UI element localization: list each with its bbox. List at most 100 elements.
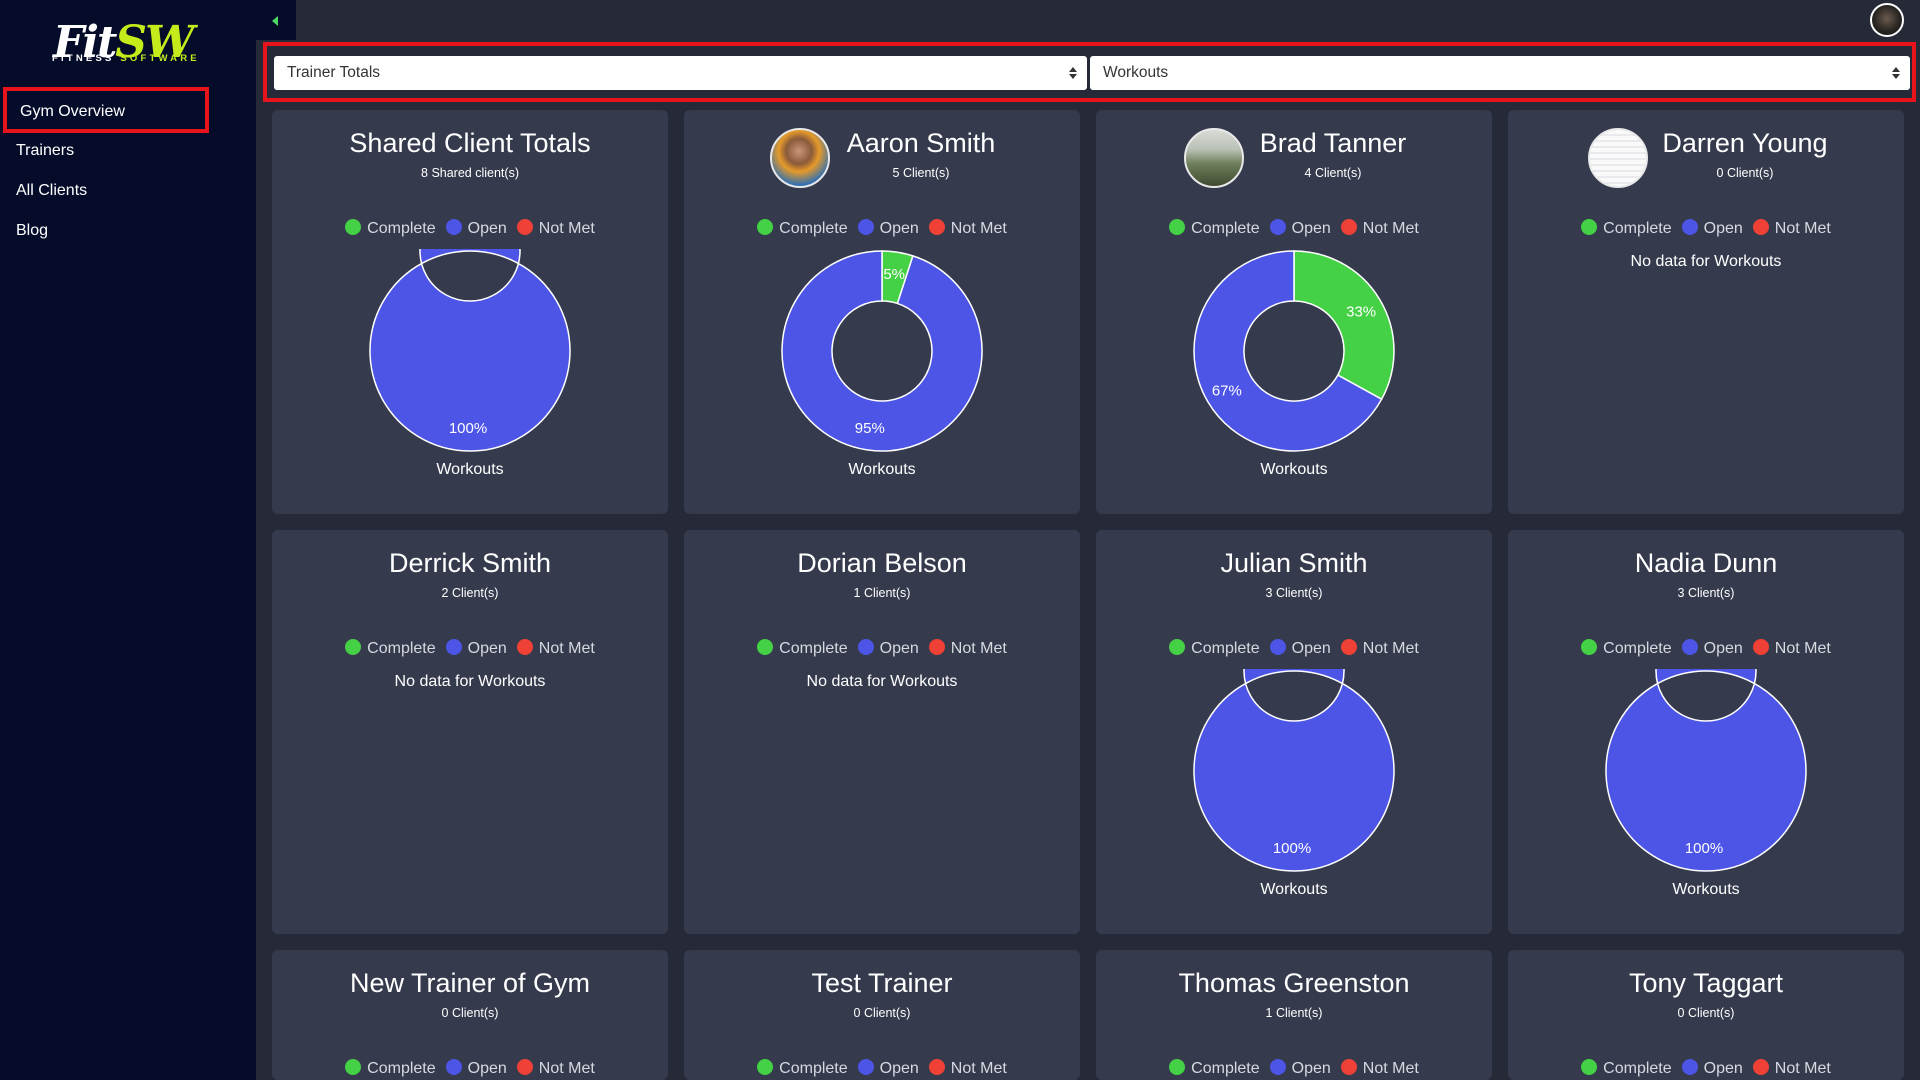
legend-complete[interactable]: Complete xyxy=(345,1059,436,1079)
trainer-avatar[interactable] xyxy=(1588,128,1648,188)
client-count: 1 Client(s) xyxy=(853,586,911,600)
legend-label: Open xyxy=(467,1060,507,1077)
legend-not-met[interactable]: Not Met xyxy=(1340,639,1419,659)
legend-not-met[interactable]: Not Met xyxy=(928,219,1007,239)
card-title: Derrick Smith xyxy=(388,548,551,578)
legend-dot-icon xyxy=(516,639,533,655)
sidebar-item-gym-overview[interactable]: Gym Overview xyxy=(3,87,209,133)
legend-dot-icon xyxy=(757,639,774,655)
trainer-card-new-trainer-of-gym: New Trainer of Gym 0 Client(s) Complete Ope… xyxy=(272,950,668,1080)
legend-dot-icon xyxy=(1169,1059,1186,1075)
trainer-avatar[interactable] xyxy=(770,128,830,188)
donut-chart: 100% xyxy=(1605,669,1807,872)
slice-label-complete: 5% xyxy=(883,266,905,283)
chart-legend: Complete Open Not Met xyxy=(1096,1059,1492,1079)
legend-complete[interactable]: Complete xyxy=(1169,639,1260,659)
legend-not-met[interactable]: Not Met xyxy=(1752,639,1831,659)
legend-complete[interactable]: Complete xyxy=(757,1059,848,1079)
trainer-card-shared-client-totals: Shared Client Totals 8 Shared client(s) Co… xyxy=(272,110,668,514)
sidebar-item-label: All Clients xyxy=(16,182,88,199)
legend-open[interactable]: Open xyxy=(1269,1059,1331,1079)
client-count: 0 Client(s) xyxy=(1716,166,1774,180)
card-header: Brad Tanner 4 Client(s) xyxy=(1096,126,1492,186)
chart-caption: Workouts xyxy=(436,461,504,478)
chart-caption: Workouts xyxy=(1672,881,1740,898)
legend-complete[interactable]: Complete xyxy=(1581,1059,1672,1079)
legend-open[interactable]: Open xyxy=(1269,219,1331,239)
chart-legend: Complete Open Not Met xyxy=(272,1059,668,1079)
trainer-card-thomas-greenston: Thomas Greenston 1 Client(s) Complete Open N… xyxy=(1096,950,1492,1080)
legend-open[interactable]: Open xyxy=(445,1059,507,1079)
legend-complete[interactable]: Complete xyxy=(757,219,848,239)
legend-open[interactable]: Open xyxy=(445,219,507,239)
legend-not-met[interactable]: Not Met xyxy=(516,1059,595,1079)
donut-slice-open[interactable] xyxy=(1605,669,1807,872)
view-select-value: Trainer Totals xyxy=(287,64,381,81)
slice-label-open: 100% xyxy=(1685,840,1723,857)
sidebar-item-trainers[interactable]: Trainers xyxy=(0,131,210,171)
chart-legend: Complete Open Not Met xyxy=(1508,1059,1904,1079)
legend-complete[interactable]: Complete xyxy=(1581,219,1672,239)
legend-complete[interactable]: Complete xyxy=(345,639,436,659)
trainer-card-test-trainer: Test Trainer 0 Client(s) Complete Open Not M… xyxy=(684,950,1080,1080)
legend-label: Not Met xyxy=(1362,640,1419,657)
client-count: 0 Client(s) xyxy=(441,1006,499,1020)
collapse-sidebar-button[interactable] xyxy=(256,0,296,40)
card-header: Tony Taggart 0 Client(s) xyxy=(1508,966,1904,1026)
legend-not-met[interactable]: Not Met xyxy=(516,639,595,659)
donut-slice-open[interactable] xyxy=(1193,669,1395,872)
legend-complete[interactable]: Complete xyxy=(757,639,848,659)
legend-label: Complete xyxy=(779,220,848,237)
legend-open[interactable]: Open xyxy=(857,639,919,659)
trainer-card-dorian-belson: Dorian Belson 1 Client(s) Complete Open Not … xyxy=(684,530,1080,934)
legend-not-met[interactable]: Not Met xyxy=(1752,219,1831,239)
chart-legend: Complete Open Not Met xyxy=(684,639,1080,659)
legend-dot-icon xyxy=(1581,219,1598,235)
legend-not-met[interactable]: Not Met xyxy=(928,1059,1007,1079)
donut-chart: 5% 95% xyxy=(781,250,983,452)
legend-open[interactable]: Open xyxy=(1681,639,1743,659)
donut-slice-open[interactable] xyxy=(1193,250,1383,452)
user-avatar[interactable] xyxy=(1870,3,1904,37)
legend-not-met[interactable]: Not Met xyxy=(928,639,1007,659)
donut-slice-open[interactable] xyxy=(369,249,571,452)
legend-label: Not Met xyxy=(538,640,595,657)
fitsw-logo[interactable]: FitSW FITNESS SOFTWARE xyxy=(50,18,206,70)
sidebar-item-blog[interactable]: Blog xyxy=(0,211,210,251)
chart-caption: Workouts xyxy=(1260,461,1328,478)
legend-open[interactable]: Open xyxy=(1681,219,1743,239)
legend-dot-icon xyxy=(1340,639,1357,655)
slice-label-open: 95% xyxy=(855,420,885,437)
legend-not-met[interactable]: Not Met xyxy=(1340,219,1419,239)
legend-open[interactable]: Open xyxy=(1269,639,1331,659)
legend-label: Open xyxy=(1291,640,1331,657)
legend-complete[interactable]: Complete xyxy=(1169,219,1260,239)
metric-select[interactable]: Workouts xyxy=(1090,56,1910,90)
donut-slice-complete[interactable] xyxy=(1293,250,1395,401)
legend-complete[interactable]: Complete xyxy=(345,219,436,239)
legend-open[interactable]: Open xyxy=(1681,1059,1743,1079)
card-title: Thomas Greenston xyxy=(1178,968,1410,998)
legend-open[interactable]: Open xyxy=(857,1059,919,1079)
legend-open[interactable]: Open xyxy=(857,219,919,239)
donut-slice-open[interactable] xyxy=(781,250,983,452)
logo-wordmark: FitSW xyxy=(53,17,194,68)
trainer-avatar[interactable] xyxy=(1184,128,1244,188)
chart-legend: Complete Open Not Met xyxy=(1096,639,1492,659)
card-title: Aaron Smith xyxy=(846,128,996,158)
legend-not-met[interactable]: Not Met xyxy=(516,219,595,239)
legend-open[interactable]: Open xyxy=(445,639,507,659)
legend-not-met[interactable]: Not Met xyxy=(1340,1059,1419,1079)
legend-label: Not Met xyxy=(538,220,595,237)
card-title: New Trainer of Gym xyxy=(349,968,591,998)
sidebar-item-label: Trainers xyxy=(16,142,75,159)
view-select[interactable]: Trainer Totals xyxy=(274,56,1087,90)
legend-label: Complete xyxy=(367,640,436,657)
legend-dot-icon xyxy=(345,1059,362,1075)
card-header: New Trainer of Gym 0 Client(s) xyxy=(272,966,668,1026)
legend-dot-icon xyxy=(857,219,874,235)
legend-complete[interactable]: Complete xyxy=(1169,1059,1260,1079)
legend-not-met[interactable]: Not Met xyxy=(1752,1059,1831,1079)
legend-complete[interactable]: Complete xyxy=(1581,639,1672,659)
sidebar-item-all-clients[interactable]: All Clients xyxy=(0,171,210,211)
